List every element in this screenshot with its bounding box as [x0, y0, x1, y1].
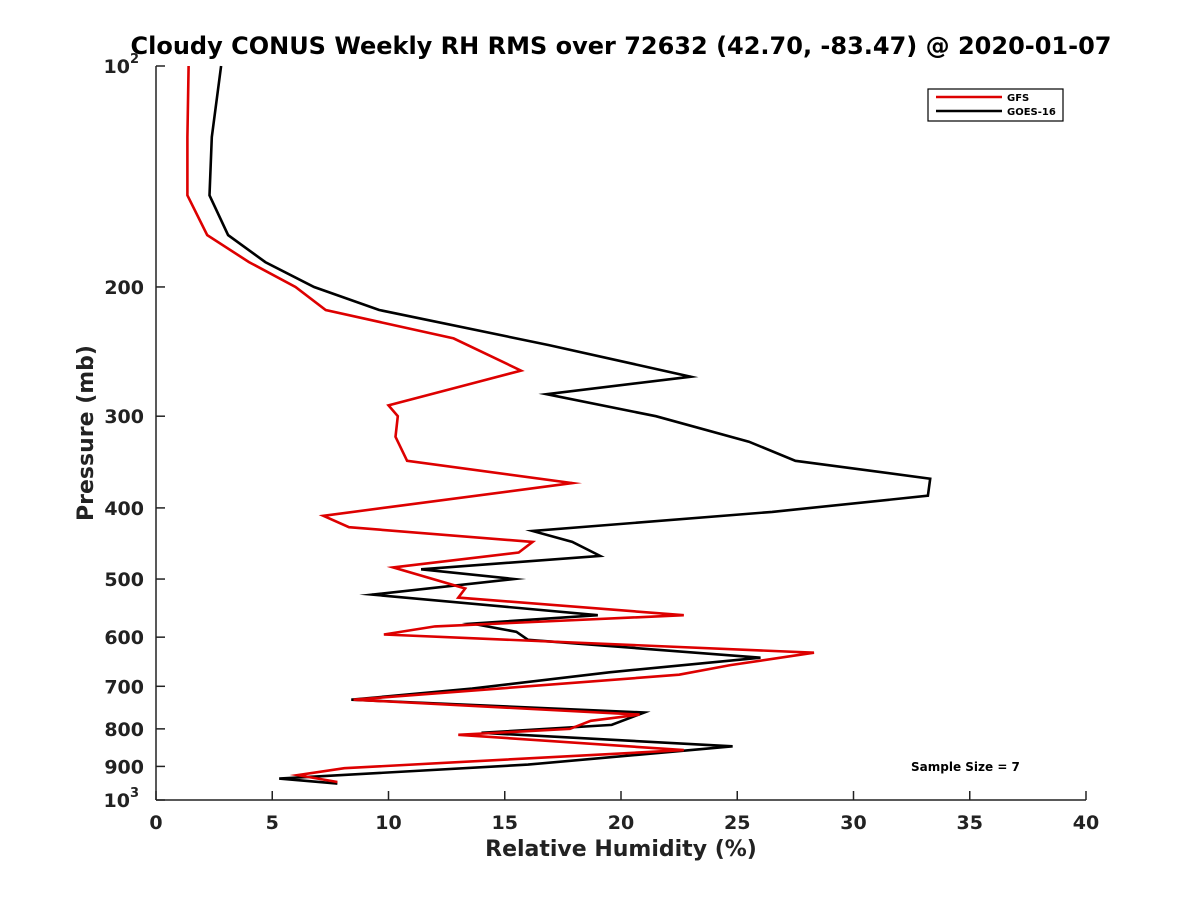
- y-tick-label-800: 800: [104, 719, 144, 741]
- x-tick-label-15: 15: [492, 812, 518, 834]
- chart-title: Cloudy CONUS Weekly RH RMS over 72632 (4…: [131, 32, 1112, 60]
- y-tick-label-900: 900: [104, 756, 144, 778]
- x-tick-label-0: 0: [149, 812, 162, 834]
- x-tick-label-25: 25: [724, 812, 750, 834]
- axes: [155, 66, 1086, 801]
- y-axis-label: Pressure (mb): [74, 345, 99, 521]
- y-tick-label-500: 500: [104, 569, 144, 591]
- sample-size-annotation: Sample Size = 7: [911, 760, 1020, 774]
- y-tick-base-100: 10: [104, 56, 130, 78]
- y-tick-base-1000: 10: [104, 790, 130, 812]
- y-tick-label-100: 10 2: [104, 52, 140, 78]
- legend[interactable]: GFS GOES-16: [927, 88, 1064, 122]
- y-tick-label-400: 400: [104, 498, 144, 520]
- legend-label-gfs: GFS: [1007, 93, 1029, 104]
- x-tick-label-10: 10: [375, 812, 401, 834]
- y-tick-exponent-1000: 3: [130, 786, 139, 801]
- x-tick-label-35: 35: [957, 812, 983, 834]
- y-tick-label-700: 700: [104, 676, 144, 698]
- x-axis-label: Relative Humidity (%): [485, 837, 757, 862]
- legend-label-goes16: GOES-16: [1007, 107, 1056, 118]
- x-tick-label-40: 40: [1073, 812, 1099, 834]
- series-layer: [186, 65, 932, 785]
- x-tick-label-20: 20: [608, 812, 634, 834]
- x-tick-label-5: 5: [266, 812, 279, 834]
- series-line-goes16: [208, 65, 932, 785]
- x-tick-label-30: 30: [840, 812, 866, 834]
- y-tick-label-1000: 10 3: [104, 786, 140, 812]
- x-ticks: 0 5 10 15 20 25 30 35 40: [149, 791, 1099, 834]
- y-tick-label-600: 600: [104, 627, 144, 649]
- y-tick-label-200: 200: [104, 277, 144, 299]
- y-tick-label-300: 300: [104, 406, 144, 428]
- series-line-gfs: [186, 65, 815, 784]
- y-tick-exponent-100: 2: [130, 52, 139, 67]
- legend-box: [927, 88, 1064, 122]
